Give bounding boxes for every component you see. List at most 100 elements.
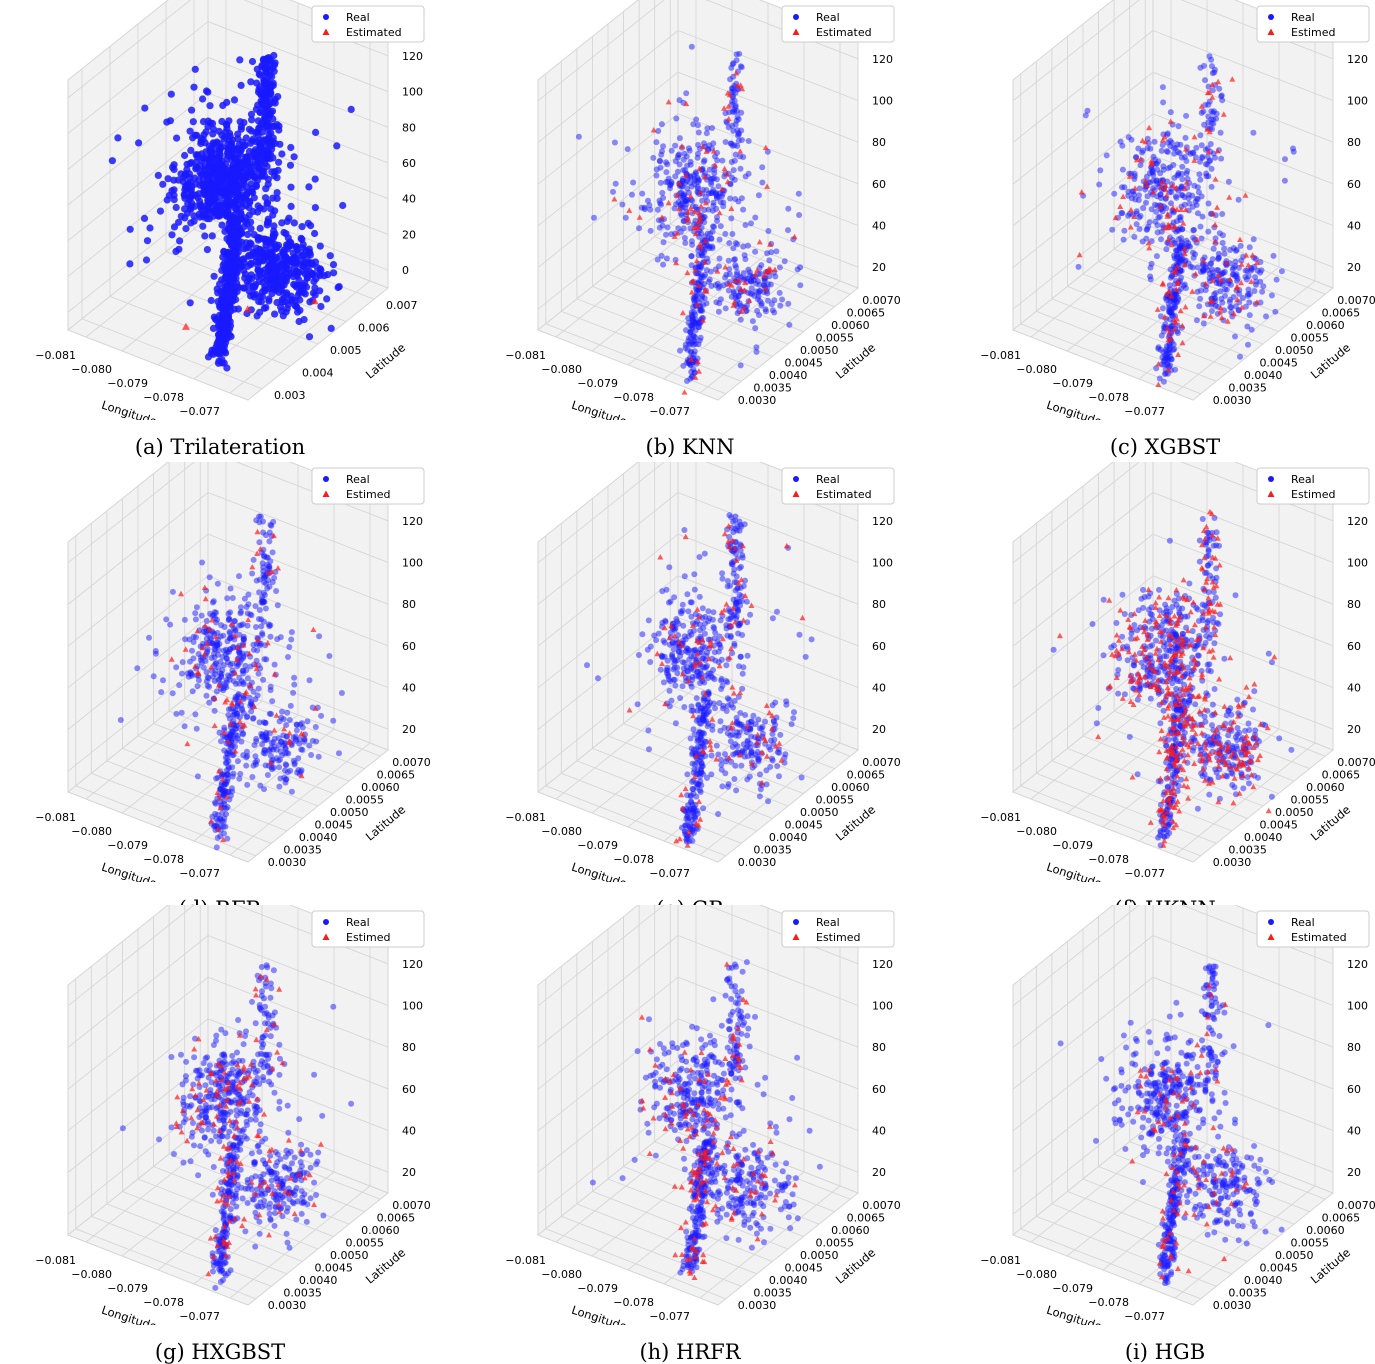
real-point: [685, 823, 691, 829]
real-point: [234, 191, 241, 198]
real-point: [777, 303, 783, 309]
real-point: [114, 134, 121, 141]
real-point: [228, 214, 235, 221]
real-point: [1152, 219, 1158, 225]
real-point: [1218, 93, 1224, 99]
legend-label: Real: [816, 11, 840, 24]
x-tick-label: −0.080: [71, 363, 112, 376]
real-point: [1274, 277, 1280, 283]
real-point: [759, 180, 765, 186]
real-point: [718, 718, 724, 724]
real-point: [236, 573, 242, 579]
real-point: [171, 223, 178, 230]
real-point: [1269, 292, 1275, 298]
real-point: [211, 314, 218, 321]
real-point: [737, 622, 743, 628]
real-point: [199, 560, 205, 566]
real-point: [1160, 142, 1166, 148]
real-point: [699, 274, 705, 280]
real-point: [267, 622, 273, 628]
real-point: [287, 162, 294, 169]
real-point: [237, 771, 243, 777]
real-point: [239, 707, 245, 713]
real-point: [196, 214, 203, 221]
real-point: [268, 687, 274, 693]
real-point: [187, 206, 194, 213]
real-point: [272, 59, 279, 66]
real-point: [233, 707, 239, 713]
real-point: [1165, 149, 1171, 155]
real-point: [661, 679, 667, 685]
real-point: [278, 776, 284, 782]
real-point: [1167, 164, 1173, 170]
real-point: [738, 110, 744, 116]
real-point: [1165, 355, 1171, 361]
real-point: [694, 695, 700, 701]
real-point: [1152, 139, 1158, 145]
real-point: [259, 249, 266, 256]
legend-label: Estimed: [1291, 26, 1336, 39]
real-point: [282, 269, 289, 276]
real-point: [244, 220, 251, 227]
real-point: [672, 143, 678, 149]
real-point: [704, 650, 710, 656]
real-point: [316, 633, 322, 639]
real-point: [689, 632, 695, 638]
real-point: [636, 652, 642, 658]
real-point: [169, 164, 176, 171]
real-point: [1219, 211, 1225, 217]
real-point: [1208, 57, 1214, 63]
y-tick-label: 0.0070: [392, 756, 430, 769]
real-point: [752, 249, 758, 255]
real-point: [271, 311, 278, 318]
real-point: [733, 240, 739, 246]
real-point: [235, 156, 242, 163]
real-point: [229, 298, 236, 305]
real-point: [255, 692, 261, 698]
real-point: [260, 677, 266, 683]
real-point: [756, 192, 762, 198]
real-point: [272, 662, 278, 668]
real-point: [221, 831, 227, 837]
real-point: [730, 752, 736, 758]
real-point: [696, 130, 702, 136]
real-point: [146, 635, 152, 641]
real-point: [750, 318, 756, 324]
real-point: [765, 228, 771, 234]
real-point: [689, 684, 695, 690]
real-point: [1140, 205, 1146, 211]
real-point: [283, 308, 290, 315]
real-point: [305, 220, 312, 227]
y-tick-label: 0.0055: [816, 332, 855, 345]
real-point: [677, 97, 683, 103]
real-point: [725, 578, 731, 584]
real-point: [683, 90, 689, 96]
real-point: [1208, 261, 1214, 267]
real-point: [681, 225, 687, 231]
real-point: [205, 683, 211, 689]
real-point: [743, 745, 749, 751]
real-point: [247, 261, 254, 268]
real-point: [232, 230, 239, 237]
real-point: [770, 615, 776, 621]
real-point: [196, 198, 203, 205]
scatter3d-plot: −0.081−0.080−0.079−0.078−0.0770.00300.00…: [945, 0, 1375, 420]
real-point: [181, 152, 188, 159]
real-point: [311, 230, 318, 237]
real-point: [736, 663, 742, 669]
real-point: [731, 641, 737, 647]
real-point: [733, 787, 739, 793]
real-point: [205, 201, 212, 208]
real-point: [230, 771, 236, 777]
real-point: [190, 84, 197, 91]
real-point: [708, 235, 714, 241]
real-point: [185, 180, 192, 187]
real-point: [1118, 139, 1124, 145]
real-point: [746, 138, 752, 144]
real-point: [243, 754, 249, 760]
real-point: [726, 781, 732, 787]
real-point: [702, 631, 708, 637]
x-tick-label: −0.077: [179, 405, 220, 418]
